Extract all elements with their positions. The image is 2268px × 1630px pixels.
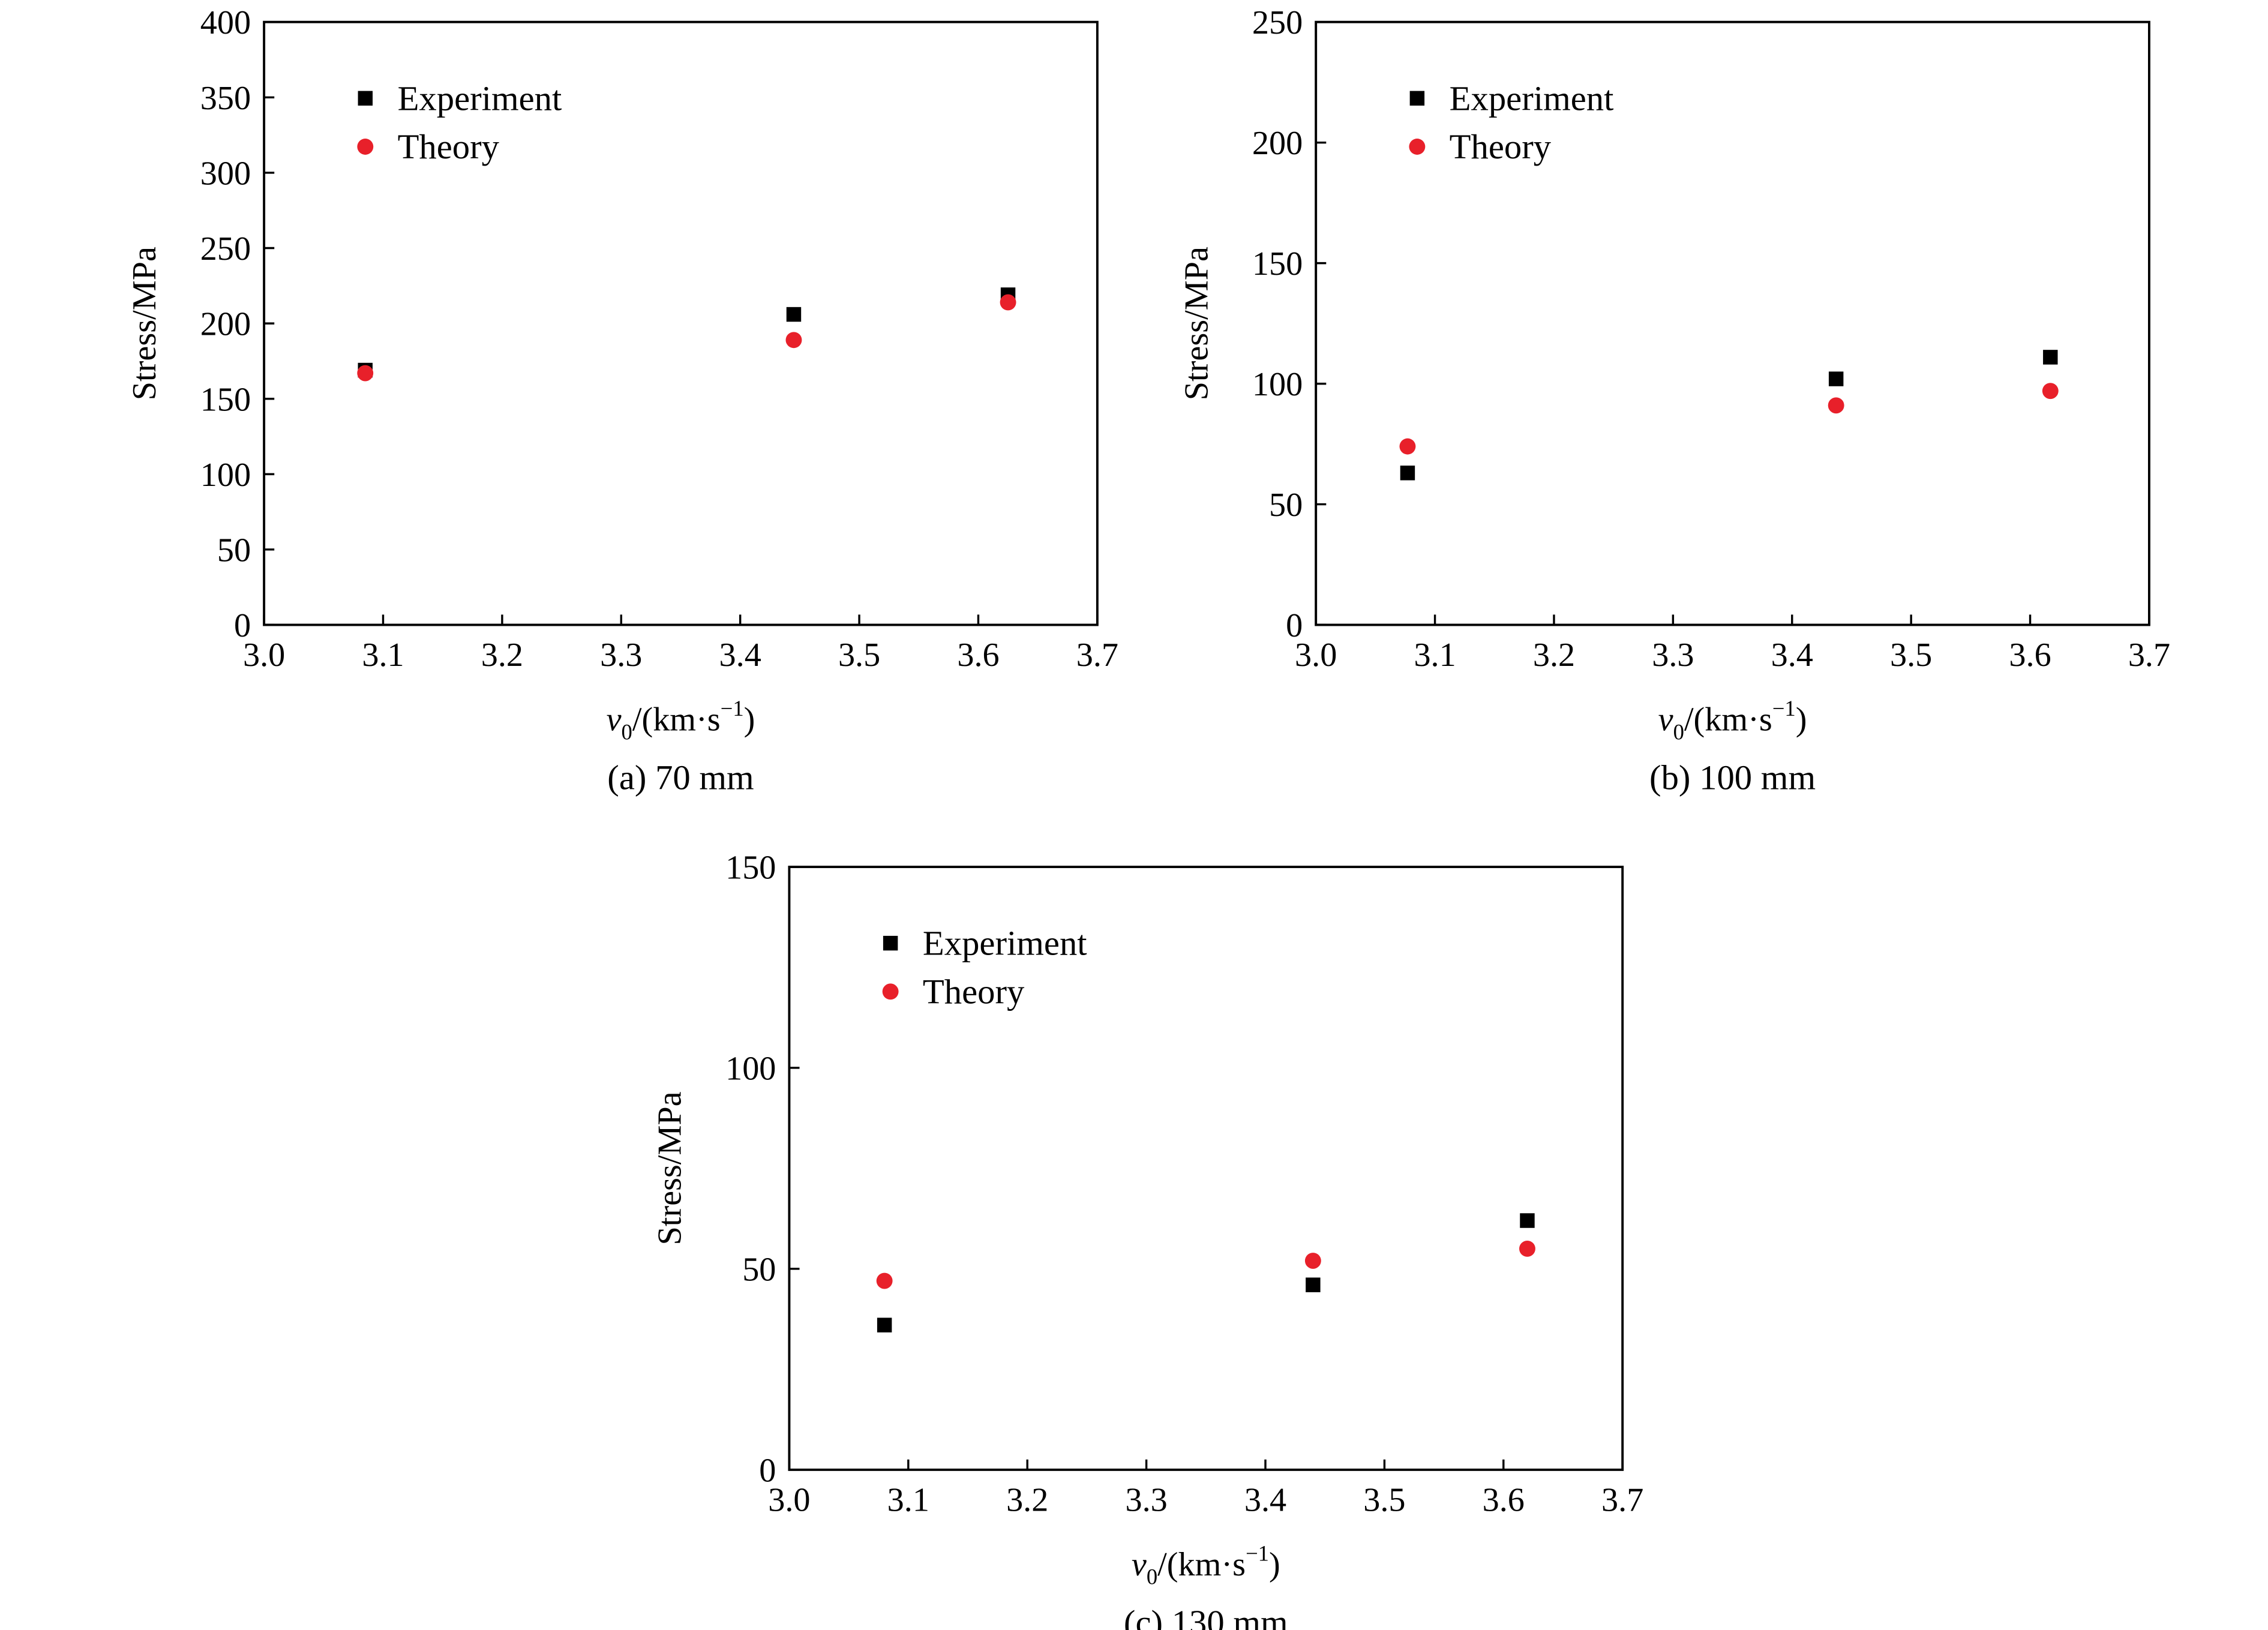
x-tick-label: 3.2 [481, 637, 523, 674]
chart-panel-c: 3.0 3.1 3.2 3.3 3.4 3.5 3.6 3.7 0 50 100 150 Stress/… [651, 849, 1643, 1630]
data-point-experiment [1828, 371, 1844, 386]
x-tick-label: 3.2 [1006, 1481, 1048, 1518]
data-point-theory [1519, 1240, 1535, 1257]
data-point-experiment [1306, 1277, 1321, 1292]
y-tick-label: 50 [742, 1251, 776, 1289]
legend-marker-square [1409, 91, 1425, 106]
x-tick-label: 3.3 [1125, 1481, 1167, 1518]
y-axis-title: Stress/MPa [1178, 247, 1215, 400]
y-tick-label: 350 [200, 80, 251, 117]
x-axis-title: v0/(km·s−1) [607, 696, 755, 744]
legend-marker-circle [882, 983, 899, 1000]
data-point-experiment [1400, 466, 1415, 481]
legend-label: Theory [1450, 127, 1552, 166]
plot-frame [788, 866, 1624, 1471]
x-tick-label: 3.7 [1601, 1481, 1643, 1518]
x-tick-label: 3.3 [600, 637, 642, 674]
legend-marker-circle [357, 139, 374, 155]
y-tick-label: 0 [234, 607, 251, 644]
data-point-experiment [2043, 350, 2058, 365]
x-tick-label: 3.5 [838, 637, 880, 674]
legend-label: Experiment [923, 924, 1087, 963]
legend-marker-circle [1409, 139, 1426, 155]
data-point-theory [1000, 294, 1016, 311]
chart-panel-a: 3.0 3.1 3.2 3.3 3.4 3.5 3.6 3.7 0 50 100 150 200 250 3… [126, 4, 1118, 797]
y-tick-label: 0 [1286, 607, 1303, 644]
chart-panel-b: 3.0 3.1 3.2 3.3 3.4 3.5 3.6 3.7 0 50 100 150 200 250 S… [1178, 4, 2170, 797]
data-point-theory [2042, 383, 2059, 400]
y-tick-label: 0 [759, 1452, 776, 1489]
data-point-theory [357, 365, 374, 382]
x-tick-label: 3.5 [1890, 637, 1932, 674]
legend-label: Theory [398, 127, 500, 166]
legend-marker-square [358, 91, 373, 106]
plot-frame [263, 20, 1099, 626]
panel-caption: (c) 130 mm [1124, 1603, 1288, 1630]
x-tick-label: 3.4 [719, 637, 761, 674]
x-tick-label: 3.1 [1414, 637, 1456, 674]
y-tick-label: 100 [725, 1050, 776, 1088]
y-tick-label: 200 [1252, 125, 1303, 162]
legend: Experiment Theory [882, 924, 1087, 1011]
x-axis-title: v0/(km·s−1) [1132, 1541, 1280, 1589]
data-point-experiment [1520, 1213, 1535, 1228]
x-axis-title: v0/(km·s−1) [1658, 696, 1807, 744]
x-tick-label: 3.4 [1771, 637, 1813, 674]
x-tick-label: 3.5 [1363, 1481, 1405, 1518]
x-tick-label: 3.3 [1652, 637, 1694, 674]
y-tick-label: 150 [1252, 245, 1303, 283]
y-tick-label: 100 [1252, 366, 1303, 403]
legend-label: Experiment [1450, 79, 1614, 118]
y-tick-label: 50 [1269, 487, 1303, 524]
x-tick-label: 3.6 [1483, 1481, 1525, 1518]
x-tick-label: 3.2 [1533, 637, 1575, 674]
panel-caption: (b) 100 mm [1649, 758, 1816, 797]
x-tick-label: 3.0 [243, 637, 285, 674]
x-tick-label: 3.6 [2009, 637, 2051, 674]
legend-label: Experiment [398, 79, 562, 118]
data-point-theory [1828, 397, 1844, 414]
y-tick-label: 250 [1252, 4, 1303, 41]
y-tick-label: 150 [200, 381, 251, 418]
plot-frame [1315, 20, 2150, 626]
y-tick-label: 400 [200, 4, 251, 41]
x-tick-label: 3.7 [2128, 637, 2170, 674]
panel-caption: (a) 70 mm [607, 758, 754, 797]
y-tick-label: 300 [200, 155, 251, 192]
y-tick-label: 150 [725, 849, 776, 887]
legend-marker-square [883, 935, 898, 951]
y-tick-label: 250 [200, 230, 251, 268]
legend: Experiment Theory [1409, 79, 1613, 166]
legend: Experiment Theory [357, 79, 562, 166]
data-point-theory [1399, 438, 1416, 455]
x-tick-label: 3.4 [1244, 1481, 1286, 1518]
data-point-theory [1304, 1253, 1321, 1269]
x-tick-label: 3.6 [957, 637, 999, 674]
legend-label: Theory [923, 972, 1025, 1011]
y-tick-label: 200 [200, 306, 251, 343]
data-point-experiment [786, 307, 802, 322]
y-tick-label: 50 [217, 532, 251, 569]
y-axis-title: Stress/MPa [126, 247, 163, 400]
y-tick-label: 100 [200, 457, 251, 494]
figure-root: 3.0 3.1 3.2 3.3 3.4 3.5 3.6 3.70501001502002503… [126, 4, 2170, 1630]
x-tick-label: 3.7 [1076, 637, 1118, 674]
x-tick-label: 3.0 [768, 1481, 810, 1518]
y-axis-title: Stress/MPa [651, 1091, 688, 1245]
x-tick-label: 3.1 [362, 637, 404, 674]
data-point-theory [785, 332, 802, 349]
x-tick-label: 3.0 [1295, 637, 1337, 674]
data-point-experiment [877, 1317, 892, 1332]
x-tick-label: 3.1 [887, 1481, 929, 1518]
data-point-theory [876, 1272, 893, 1289]
